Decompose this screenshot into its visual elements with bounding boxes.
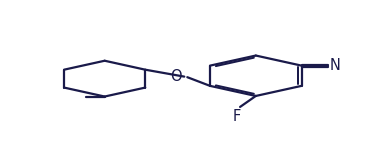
Text: N: N [330,58,341,73]
Text: F: F [232,109,241,124]
Text: O: O [170,69,182,84]
